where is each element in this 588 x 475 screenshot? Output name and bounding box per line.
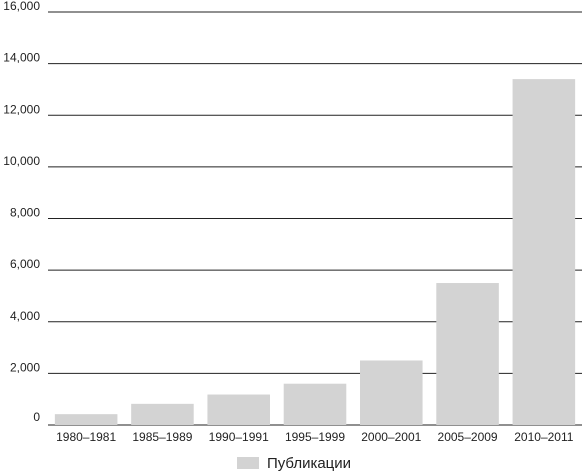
y-tick-label: 0 [33, 410, 40, 424]
bar [512, 79, 576, 426]
bar [283, 383, 347, 425]
x-tick-label: 2010–2011 [514, 430, 574, 444]
y-tick-label: 10,000 [3, 154, 40, 168]
x-tick-label: 2000–2001 [361, 430, 421, 444]
y-tick-label: 2,000 [10, 360, 40, 374]
bar [360, 360, 423, 425]
legend-swatch [236, 457, 259, 469]
x-tick-label: 1980–1981 [56, 430, 116, 444]
bars [54, 79, 576, 426]
legend: Публикации [0, 452, 588, 474]
bar [436, 283, 499, 425]
x-axis-category-labels: 1980–1981 1985–1989 1990–1991 1995–1999 2000… [56, 430, 574, 444]
y-tick-label: 14,000 [3, 51, 40, 65]
y-tick-label: 6,000 [10, 257, 40, 271]
bar [131, 403, 194, 425]
y-tick-label: 16,000 [3, 0, 40, 13]
bar [54, 414, 118, 425]
x-tick-label: 1990–1991 [209, 430, 269, 444]
x-tick-label: 1995–1999 [285, 430, 345, 444]
y-tick-label: 8,000 [10, 206, 40, 220]
y-tick-label: 4,000 [10, 309, 40, 323]
y-axis-tick-labels: 0 2,000 4,000 6,000 8,000 10,000 12,000 14,000 1… [3, 0, 40, 424]
bar-chart: 0 2,000 4,000 6,000 8,000 10,000 12,000 14,000 1… [3, 0, 582, 444]
x-tick-label: 1985–1989 [132, 430, 192, 444]
gridlines [48, 11, 582, 426]
y-tick-label: 12,000 [3, 102, 40, 116]
legend-label: Публикации [266, 454, 352, 472]
bar [207, 394, 270, 425]
x-tick-label: 2005–2009 [438, 430, 498, 444]
